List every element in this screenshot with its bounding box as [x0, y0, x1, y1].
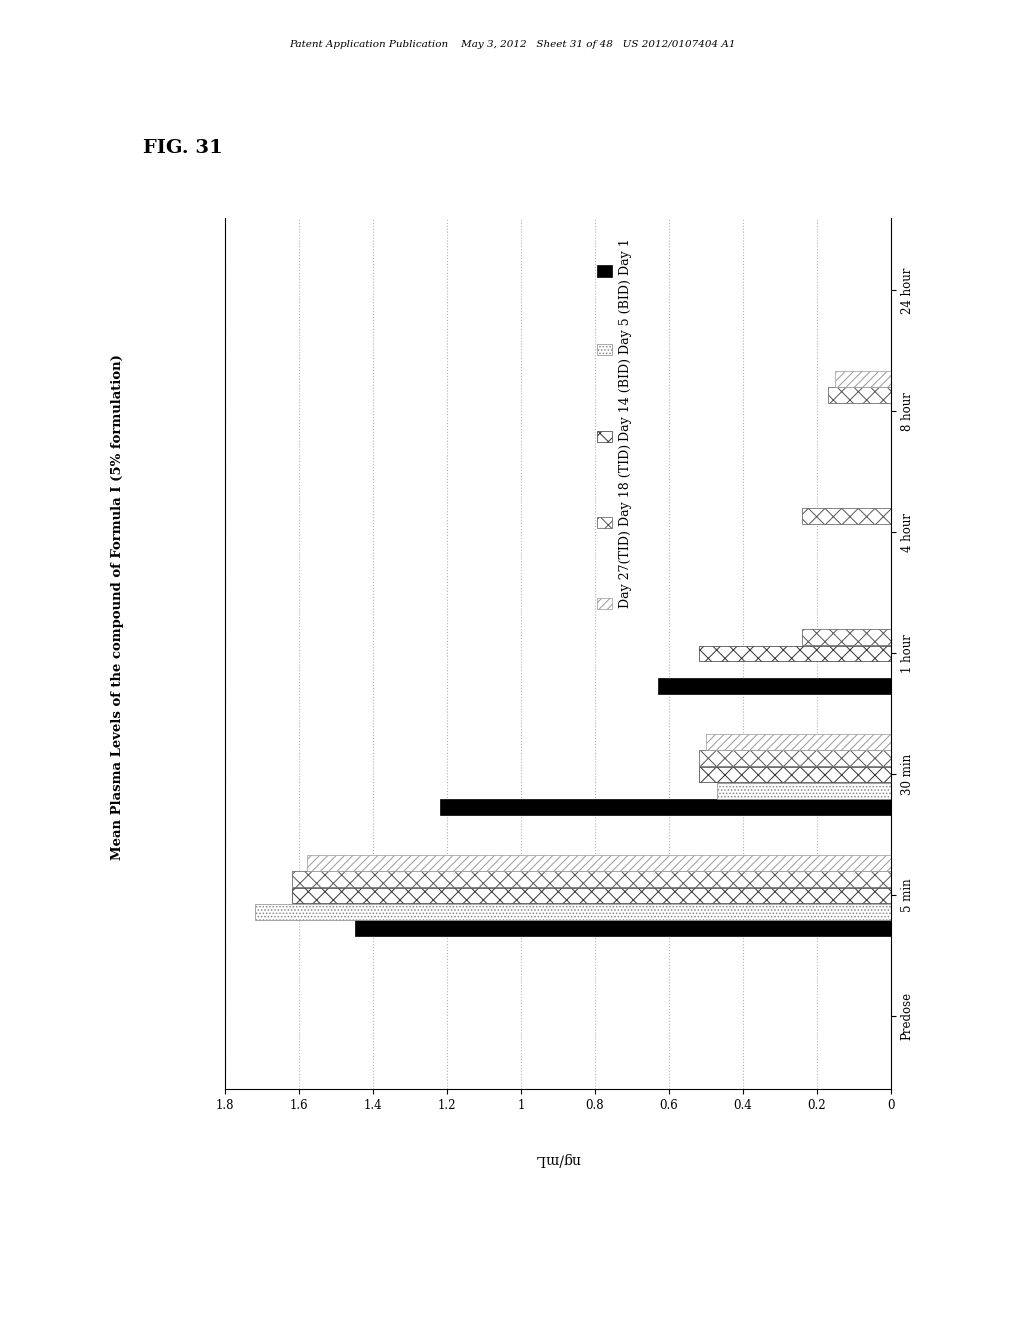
- Text: Mean Plasma Levels of the compound of Formula I (5% formulation): Mean Plasma Levels of the compound of Fo…: [112, 354, 124, 861]
- Bar: [354, 920, 891, 936]
- Bar: [306, 855, 891, 871]
- Bar: [698, 645, 891, 661]
- Bar: [717, 783, 891, 799]
- Bar: [255, 904, 891, 920]
- Text: ng/mL: ng/mL: [536, 1152, 581, 1167]
- Bar: [698, 750, 891, 766]
- Bar: [292, 887, 891, 903]
- Bar: [828, 387, 891, 403]
- Bar: [802, 630, 891, 645]
- Bar: [706, 734, 891, 750]
- Text: Patent Application Publication    May 3, 2012   Sheet 31 of 48   US 2012/0107404: Patent Application Publication May 3, 20…: [289, 40, 735, 49]
- Bar: [292, 871, 891, 887]
- Bar: [698, 767, 891, 783]
- Bar: [802, 508, 891, 524]
- Bar: [657, 678, 891, 694]
- Legend: Day 1, Day 5 (BID), Day 14 (BID), Day 18 (TID), Day 27(TID): Day 1, Day 5 (BID), Day 14 (BID), Day 18…: [597, 242, 632, 611]
- Text: FIG. 31: FIG. 31: [143, 139, 223, 157]
- Bar: [439, 799, 891, 814]
- Bar: [836, 371, 891, 387]
